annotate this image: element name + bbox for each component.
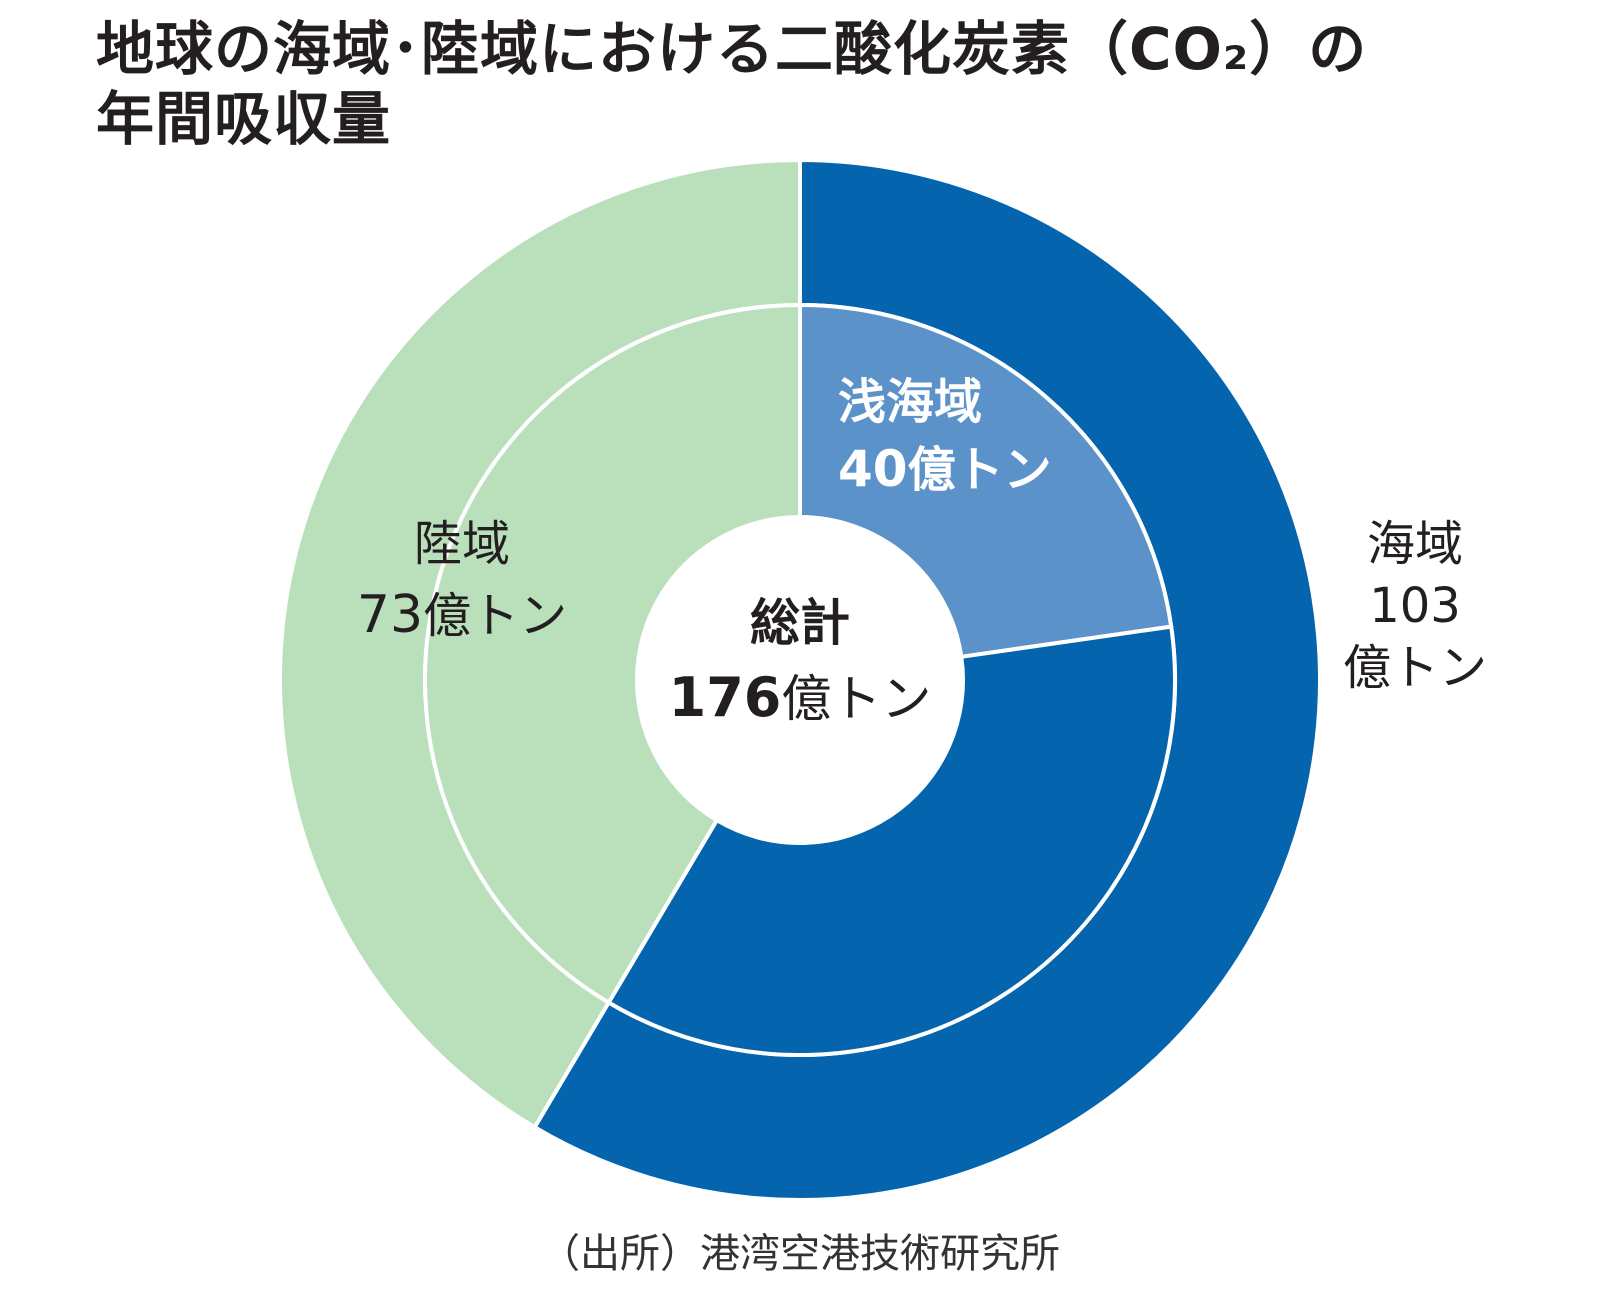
chart-title-line-1: 地球の海域･陸域における二酸化炭素（CO₂）の (96, 15, 1368, 83)
label-shallow-sea: 浅海域 40億トン (838, 374, 1052, 498)
label-land: 陸域 73億トン (357, 516, 567, 645)
source-note: （出所）港湾空港技術研究所 (540, 1231, 1060, 1277)
chart-title-line-2: 年間吸収量 (96, 85, 392, 153)
label-sea: 海域 103 億トン (1343, 516, 1487, 696)
chart-title: 地球の海域･陸域における二酸化炭素（CO₂）の 年間吸収量 (96, 14, 1367, 154)
label-total: 総計 176億トン (669, 594, 932, 729)
donut-center-hole (637, 517, 963, 843)
